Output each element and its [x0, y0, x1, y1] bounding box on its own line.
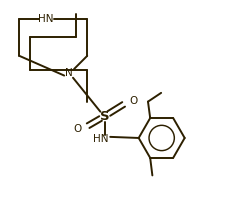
Text: N: N [65, 68, 72, 78]
Text: S: S [100, 110, 110, 123]
Text: O: O [129, 96, 137, 106]
Text: O: O [73, 124, 81, 134]
Text: HN: HN [93, 134, 108, 144]
Text: HN: HN [38, 14, 53, 24]
